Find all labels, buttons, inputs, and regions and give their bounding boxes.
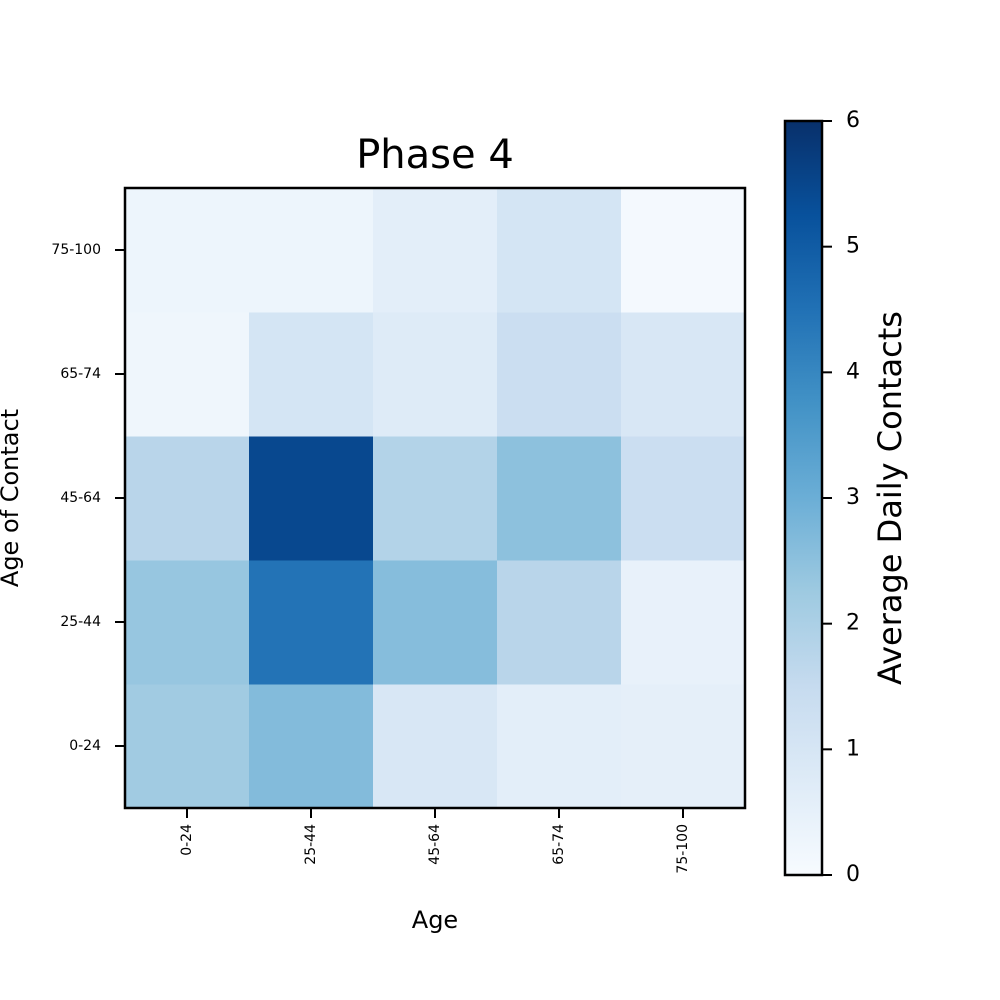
heatmap-cell-25-44-25-44: [249, 560, 374, 685]
heatmap-cell-75-100-25-44: [249, 188, 374, 313]
heatmap-cell-0-24-45-64: [373, 684, 498, 809]
x-tick-label: 45-64: [427, 824, 443, 865]
y-tick-label: 25-44: [60, 614, 101, 630]
heatmap-cell-0-24-75-100: [621, 684, 746, 809]
heatmap-cell-45-64-25-44: [249, 436, 374, 561]
x-tick-label: 65-74: [551, 824, 567, 865]
heatmap-cell-45-64-65-74: [497, 436, 622, 561]
colorbar-tick-label: 6: [846, 108, 860, 133]
x-tick-label: 75-100: [675, 824, 691, 874]
heatmap-cell-45-64-45-64: [373, 436, 498, 561]
y-tick-label: 0-24: [69, 738, 101, 754]
heatmap-cell-0-24-25-44: [249, 684, 374, 809]
y-tick-label: 75-100: [51, 242, 101, 258]
heatmap-cell-65-74-45-64: [373, 312, 498, 437]
colorbar-tick-label: 5: [846, 234, 860, 259]
colorbar-tick-label: 2: [846, 611, 860, 636]
heatmap-cell-65-74-0-24: [125, 312, 250, 437]
heatmap-cell-75-100-0-24: [125, 188, 250, 313]
heatmap-cell-75-100-65-74: [497, 188, 622, 313]
colorbar-tick-label: 3: [846, 485, 860, 510]
heatmap-cell-75-100-45-64: [373, 188, 498, 313]
heatmap-cells: [125, 188, 746, 809]
colorbar-label: Average Daily Contacts: [871, 311, 909, 685]
colorbar-tick-label: 0: [846, 862, 860, 887]
heatmap-cell-75-100-75-100: [621, 188, 746, 313]
heatmap-cell-25-44-0-24: [125, 560, 250, 685]
heatmap-cell-25-44-45-64: [373, 560, 498, 685]
x-axis-label: Age: [412, 906, 458, 934]
x-axis-ticks: 0-24 25-44 45-64 65-74 75-100: [179, 808, 691, 874]
y-tick-label: 45-64: [60, 490, 101, 506]
y-tick-label: 65-74: [60, 366, 101, 382]
heatmap-cell-0-24-65-74: [497, 684, 622, 809]
heatmap-cell-65-74-25-44: [249, 312, 374, 437]
colorbar-ticks: 0 1 2 3 4 5 6: [822, 108, 860, 887]
heatmap-cell-45-64-0-24: [125, 436, 250, 561]
x-tick-label: 0-24: [179, 824, 195, 856]
heatmap-cell-25-44-75-100: [621, 560, 746, 685]
chart-title: Phase 4: [356, 132, 514, 178]
x-tick-label: 25-44: [303, 824, 319, 865]
heatmap-cell-45-64-75-100: [621, 436, 746, 561]
y-axis-ticks: 0-24 25-44 45-64 65-74 75-100: [51, 242, 125, 754]
y-axis-label: Age of Contact: [0, 409, 24, 587]
colorbar-tick-label: 4: [846, 359, 860, 384]
colorbar-tick-label: 1: [846, 736, 860, 761]
heatmap-cell-0-24-0-24: [125, 684, 250, 809]
heatmap-cell-65-74-65-74: [497, 312, 622, 437]
heatmap-cell-65-74-75-100: [621, 312, 746, 437]
colorbar: [783, 119, 824, 877]
heatmap-cell-25-44-65-74: [497, 560, 622, 685]
